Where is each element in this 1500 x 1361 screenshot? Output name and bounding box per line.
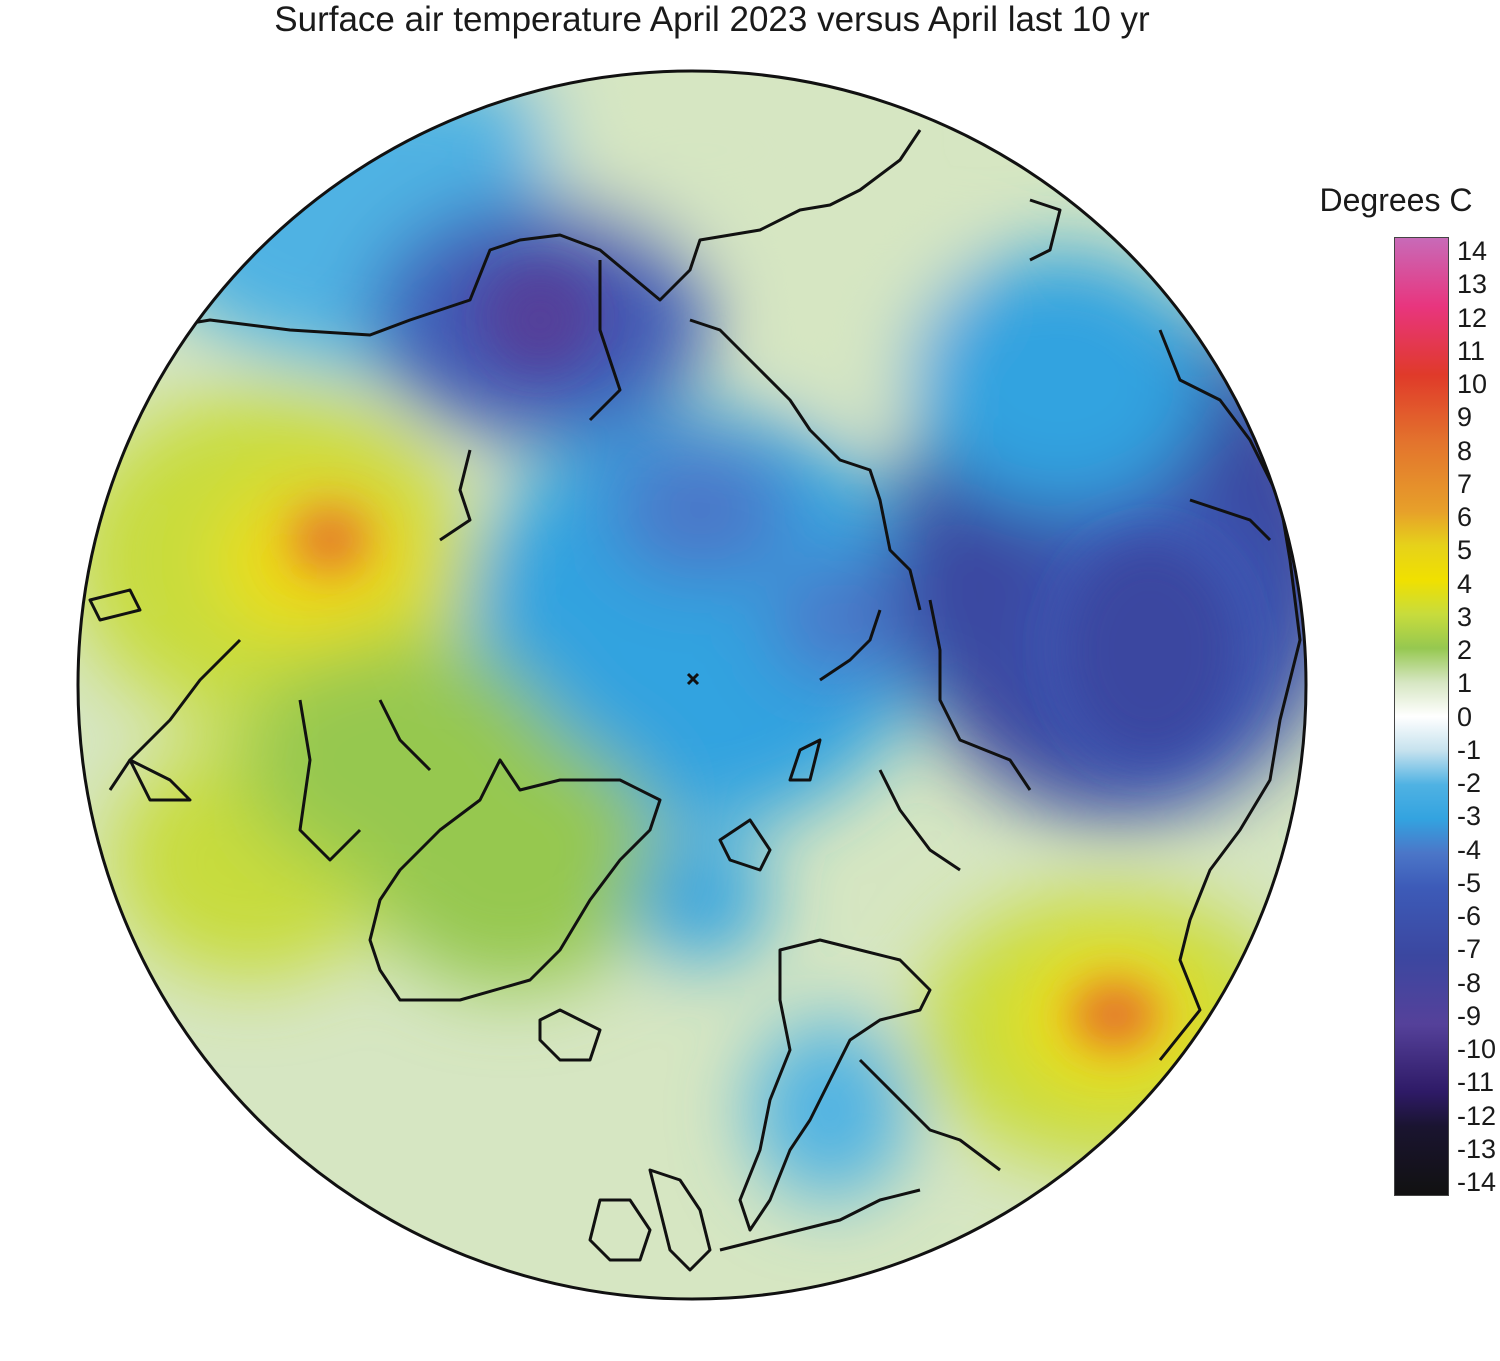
color-bar-tick: 8 (1457, 435, 1473, 466)
color-bar-ticks: 14 13 12 11 10 9 8 7 6 5 4 3 2 1 0 -1 -2 -3 -4 -5 -6 -7 -8 -9 -1… (1457, 236, 1500, 1197)
color-bar-tick: -6 (1457, 901, 1482, 931)
color-bar-tick: 5 (1457, 535, 1473, 566)
x-marker (686, 672, 700, 686)
color-bar-tick: 12 (1457, 302, 1488, 333)
color-bar-tick: -14 (1457, 1167, 1497, 1197)
color-bar-tick: -2 (1457, 768, 1482, 798)
color-bar-tick: -11 (1457, 1067, 1495, 1098)
legend-title: Degrees C (1319, 182, 1473, 218)
color-bar-tick: -7 (1457, 934, 1482, 965)
color-bar-tick: 2 (1457, 635, 1473, 665)
color-bar-tick: -9 (1457, 1000, 1482, 1031)
color-bar-tick: 9 (1457, 402, 1473, 433)
color-bar-tick: 13 (1457, 269, 1488, 300)
color-bar-tick: 10 (1457, 369, 1488, 399)
color-bar-tick: -10 (1457, 1034, 1497, 1064)
color-bar-tick: -5 (1457, 867, 1482, 898)
color-bar-tick: -8 (1457, 967, 1482, 998)
color-bar-tick: -1 (1457, 734, 1482, 765)
map-title: Surface air temperature April 2023 versu… (274, 0, 1150, 39)
polar-map (76, 69, 1308, 1301)
color-bar-tick: 11 (1457, 335, 1486, 366)
color-bar-tick: -12 (1457, 1100, 1497, 1131)
color-bar-tick: 0 (1457, 701, 1473, 732)
color-bar-tick: 3 (1457, 601, 1473, 632)
color-bar-tick: 7 (1457, 468, 1473, 499)
color-bar-tick: 6 (1457, 502, 1473, 532)
color-bar-tick: -13 (1457, 1133, 1497, 1164)
color-bar (1394, 237, 1449, 1196)
color-bar-tick: -3 (1457, 801, 1482, 832)
color-bar-tick: 4 (1457, 568, 1473, 599)
color-bar-tick: 1 (1457, 668, 1473, 699)
color-bar-tick: -4 (1457, 834, 1482, 865)
color-bar-tick: 14 (1457, 236, 1488, 266)
